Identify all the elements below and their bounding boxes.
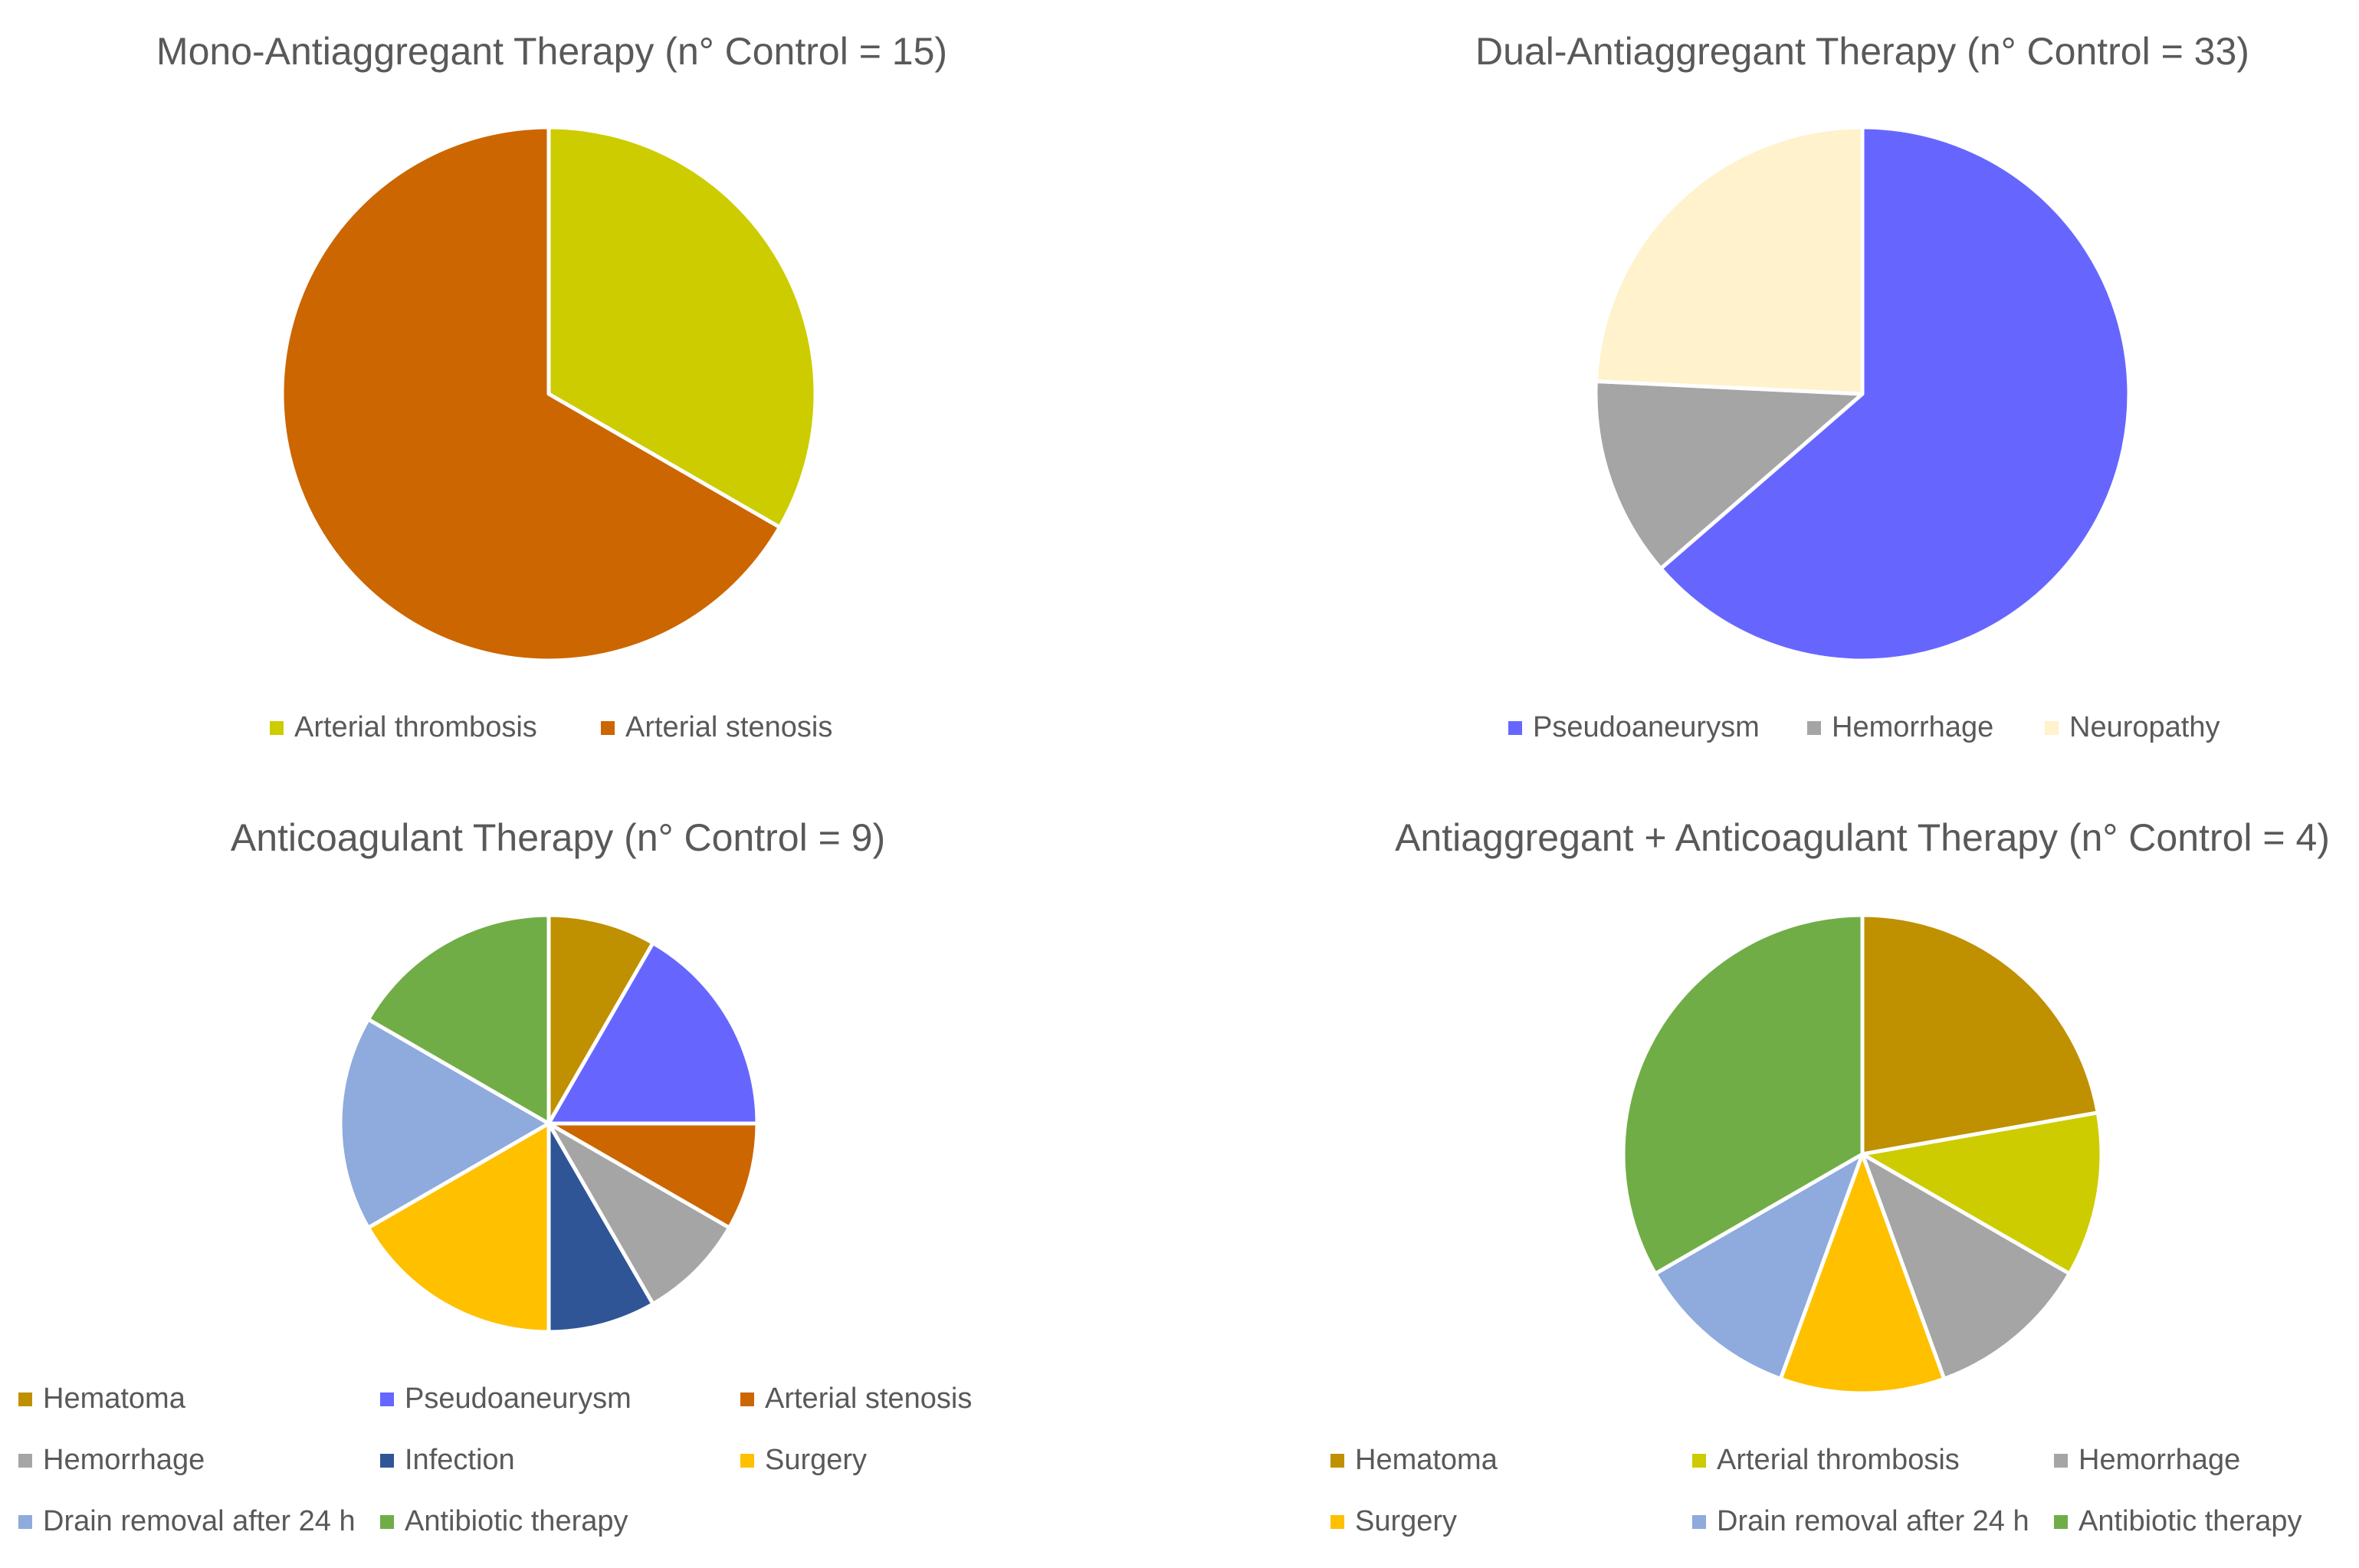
legend-item: Drain removal after 24 h	[18, 1505, 356, 1538]
chart-1-title: Mono-Antiaggregant Therapy (n° Control =…	[156, 30, 948, 73]
pie-slice-hematoma	[546, 913, 655, 1126]
legend-swatch	[270, 720, 284, 735]
legend-swatch	[740, 1453, 754, 1468]
legend-item: Arterial thrombosis	[1692, 1444, 1960, 1477]
chart-3-title: Anticoagulant Therapy (n° Control = 9)	[230, 816, 886, 859]
legend-swatch	[380, 1453, 394, 1468]
legend-swatch	[2054, 1453, 2068, 1468]
pie-slice-hemorrhage	[1860, 1152, 2072, 1381]
legend-label: Hemorrhage	[2078, 1444, 2241, 1476]
legend-swatch	[380, 1514, 394, 1529]
legend-item: Hematoma	[1330, 1444, 1498, 1477]
legend-swatch	[1692, 1453, 1706, 1468]
legend-swatch	[1692, 1514, 1706, 1529]
legend-label: Neuropathy	[2069, 711, 2220, 743]
legend-item: Antibiotic therapy	[380, 1505, 628, 1538]
pie-slice-arterial-stenosis	[280, 125, 782, 663]
legend-label: Drain removal after 24 h	[43, 1505, 356, 1537]
pie-slice-pseudoaneurysm	[1659, 125, 2131, 663]
legend-label: Drain removal after 24 h	[1717, 1505, 2029, 1537]
legend-label: Hemorrhage	[43, 1444, 205, 1476]
legend-swatch	[1330, 1514, 1344, 1529]
pie-slice-drain-removal-after-24-h	[1653, 1152, 1865, 1381]
legend-label: Pseudoaneurysm	[405, 1383, 632, 1415]
legend-item: Antibiotic therapy	[2054, 1505, 2302, 1538]
legend-swatch	[18, 1453, 32, 1468]
legend-label: Hematoma	[1355, 1444, 1498, 1476]
pie-slice-antibiotic-therapy	[1621, 913, 1865, 1276]
legend-item: Arterial stenosis	[601, 711, 832, 744]
legend-item: Hematoma	[18, 1383, 185, 1415]
legend-item: Pseudoaneurysm	[380, 1383, 632, 1415]
legend-item: Surgery	[740, 1444, 867, 1477]
pie-slice-arterial-thrombosis	[546, 125, 818, 530]
legend-item: Hemorrhage	[2054, 1444, 2240, 1477]
legend-label: Arterial stenosis	[765, 1383, 973, 1415]
pie-slice-arterial-stenosis	[546, 1121, 760, 1230]
legend-swatch	[740, 1392, 754, 1406]
legend-swatch	[1330, 1453, 1344, 1468]
chart-4-title: Antiaggregant + Anticoagulant Therapy (n…	[1395, 816, 2330, 859]
legend-label: Surgery	[1355, 1505, 1458, 1537]
legend-swatch	[1807, 720, 1821, 735]
pie-slice-hematoma	[1860, 913, 2100, 1156]
pie-slice-drain-removal-after-24-h	[338, 1017, 551, 1230]
legend-item: Neuropathy	[2045, 711, 2220, 744]
pie-slice-hemorrhage	[1593, 379, 1865, 571]
legend-item: Arterial thrombosis	[270, 711, 537, 744]
legend-swatch	[601, 720, 615, 735]
legend-item: Drain removal after 24 h	[1692, 1505, 2029, 1538]
legend-item: Hemorrhage	[18, 1444, 205, 1477]
pie-slice-antibiotic-therapy	[366, 913, 551, 1126]
legend-label: Pseudoaneurysm	[1533, 711, 1760, 743]
legend-label: Arterial thrombosis	[294, 711, 537, 743]
legend-swatch	[1508, 720, 1522, 735]
legend-label: Arterial thrombosis	[1717, 1444, 1960, 1476]
legend-swatch	[18, 1392, 32, 1406]
legend-item: Hemorrhage	[1807, 711, 1993, 744]
legend-item: Infection	[380, 1444, 515, 1477]
pie-slice-pseudoaneurysm	[546, 940, 760, 1126]
legend-label: Antibiotic therapy	[405, 1505, 628, 1537]
pie-slice-surgery	[1778, 1152, 1947, 1396]
pie-slice-surgery	[366, 1121, 551, 1334]
legend-label: Infection	[405, 1444, 515, 1476]
legend-item: Pseudoaneurysm	[1508, 711, 1760, 744]
chart-2-title: Dual-Antiaggregant Therapy (n° Control =…	[1475, 30, 2249, 73]
legend-swatch	[380, 1392, 394, 1406]
legend-swatch	[2054, 1514, 2068, 1529]
legend-label: Antibiotic therapy	[2078, 1505, 2302, 1537]
legend-item: Surgery	[1330, 1505, 1457, 1538]
legend-label: Surgery	[765, 1444, 868, 1476]
legend-swatch	[18, 1514, 32, 1529]
pie-slice-arterial-thrombosis	[1860, 1110, 2104, 1276]
legend-label: Arterial stenosis	[625, 711, 833, 743]
legend-label: Hemorrhage	[1832, 711, 1994, 743]
pie-slice-hemorrhage	[546, 1121, 732, 1307]
legend-item: Arterial stenosis	[740, 1383, 972, 1415]
pie-slice-neuropathy	[1593, 125, 1865, 396]
pie-slice-infection	[546, 1121, 655, 1334]
legend-label: Hematoma	[43, 1383, 185, 1415]
legend-swatch	[2045, 720, 2059, 735]
